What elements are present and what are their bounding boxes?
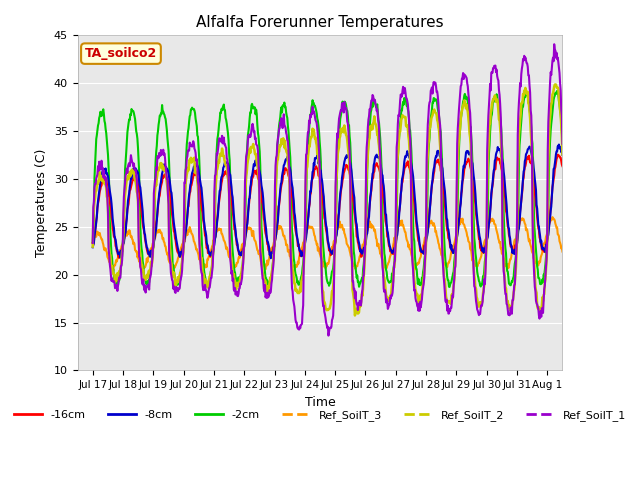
- Ref_SoilT_3: [388, 247, 396, 252]
- -16cm: [445, 239, 453, 244]
- -2cm: [118, 257, 125, 263]
- -2cm: [554, 88, 561, 94]
- Ref_SoilT_1: [445, 306, 453, 312]
- Y-axis label: Temperatures (C): Temperatures (C): [35, 149, 48, 257]
- -2cm: [559, 137, 566, 143]
- Ref_SoilT_3: [362, 230, 370, 236]
- Ref_SoilT_2: [374, 139, 382, 144]
- -2cm: [494, 99, 502, 105]
- -8cm: [388, 250, 396, 256]
- -8cm: [267, 255, 275, 261]
- Ref_SoilT_2: [89, 244, 97, 250]
- -16cm: [118, 244, 126, 250]
- -16cm: [559, 163, 566, 169]
- Ref_SoilT_1: [362, 161, 370, 167]
- Ref_SoilT_3: [374, 241, 382, 247]
- Ref_SoilT_1: [388, 290, 396, 296]
- -2cm: [89, 239, 97, 245]
- -16cm: [374, 164, 382, 170]
- Ref_SoilT_1: [494, 76, 502, 82]
- -8cm: [374, 155, 382, 160]
- Ref_SoilT_1: [374, 119, 382, 125]
- Ref_SoilT_2: [552, 82, 559, 87]
- -8cm: [555, 142, 563, 147]
- Line: -8cm: -8cm: [93, 144, 563, 258]
- Ref_SoilT_3: [118, 242, 126, 248]
- Legend: -16cm, -8cm, -2cm, Ref_SoilT_3, Ref_SoilT_2, Ref_SoilT_1: -16cm, -8cm, -2cm, Ref_SoilT_3, Ref_Soil…: [10, 406, 630, 425]
- Line: Ref_SoilT_1: Ref_SoilT_1: [93, 44, 563, 336]
- Ref_SoilT_1: [324, 333, 332, 338]
- Ref_SoilT_2: [351, 312, 359, 318]
- -8cm: [445, 236, 453, 242]
- Ref_SoilT_1: [550, 41, 558, 47]
- Ref_SoilT_3: [89, 240, 97, 246]
- Title: Alfalfa Forerunner Temperatures: Alfalfa Forerunner Temperatures: [196, 15, 444, 30]
- -16cm: [554, 152, 561, 157]
- Ref_SoilT_3: [494, 232, 502, 238]
- Ref_SoilT_2: [494, 101, 502, 107]
- -16cm: [494, 156, 502, 162]
- Line: -16cm: -16cm: [93, 155, 563, 258]
- Text: TA_soilco2: TA_soilco2: [85, 47, 157, 60]
- Line: Ref_SoilT_3: Ref_SoilT_3: [93, 217, 563, 271]
- -16cm: [89, 240, 97, 246]
- Ref_SoilT_1: [89, 240, 97, 246]
- Line: Ref_SoilT_2: Ref_SoilT_2: [93, 84, 563, 315]
- X-axis label: Time: Time: [305, 396, 335, 408]
- -16cm: [388, 251, 396, 256]
- Ref_SoilT_2: [362, 187, 370, 193]
- Ref_SoilT_2: [445, 299, 453, 304]
- Ref_SoilT_2: [118, 256, 125, 262]
- -8cm: [89, 244, 97, 250]
- Ref_SoilT_2: [388, 282, 396, 288]
- -2cm: [445, 284, 453, 289]
- Ref_SoilT_1: [118, 263, 125, 268]
- Ref_SoilT_3: [109, 268, 117, 274]
- -2cm: [388, 271, 396, 276]
- -2cm: [374, 109, 381, 115]
- -2cm: [445, 284, 453, 290]
- -8cm: [494, 144, 502, 150]
- Ref_SoilT_1: [559, 141, 566, 147]
- Ref_SoilT_3: [559, 249, 566, 254]
- Ref_SoilT_3: [548, 214, 556, 220]
- -16cm: [362, 233, 370, 239]
- -8cm: [362, 236, 370, 242]
- Ref_SoilT_3: [445, 257, 453, 263]
- -16cm: [115, 255, 123, 261]
- -8cm: [559, 152, 566, 158]
- -2cm: [362, 232, 369, 238]
- Ref_SoilT_2: [559, 152, 566, 157]
- Line: -2cm: -2cm: [93, 91, 563, 287]
- -8cm: [118, 247, 125, 253]
